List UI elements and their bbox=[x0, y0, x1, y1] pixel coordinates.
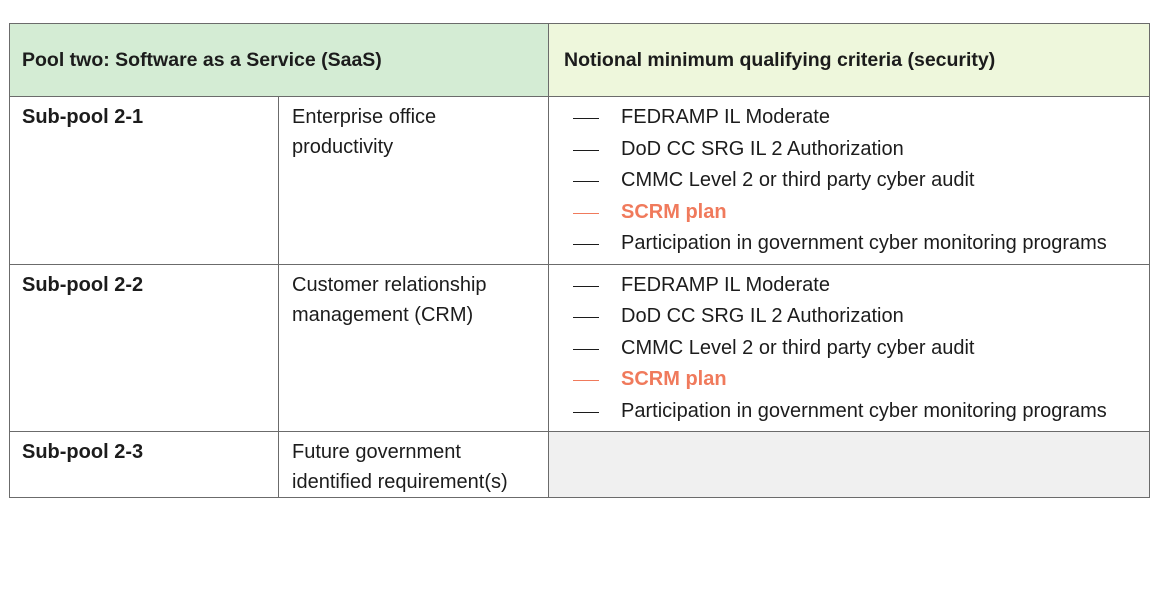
criteria-text: CMMC Level 2 or third party cyber audit bbox=[621, 169, 975, 191]
sub-pool-description: Customer relationship management (CRM) bbox=[277, 263, 550, 432]
criteria-text: Participation in government cyber monito… bbox=[621, 232, 1107, 254]
pool-title-header: Pool two: Software as a Service (SaaS) bbox=[8, 23, 550, 97]
criteria-list: FEDRAMP IL Moderate DoD CC SRG IL 2 Auth… bbox=[561, 270, 1139, 428]
criteria-item: FEDRAMP IL Moderate bbox=[561, 270, 1139, 302]
criteria-item: FEDRAMP IL Moderate bbox=[561, 102, 1139, 134]
criteria-table: Pool two: Software as a Service (SaaS) N… bbox=[8, 23, 1151, 498]
table-row: Sub-pool 2-1 Enterprise office productiv… bbox=[9, 96, 1151, 265]
criteria-item: DoD CC SRG IL 2 Authorization bbox=[561, 301, 1139, 333]
criteria-item-highlighted: SCRM plan bbox=[561, 197, 1139, 229]
sub-pool-description: Enterprise office productivity bbox=[277, 96, 550, 265]
dash-bullet bbox=[573, 348, 600, 350]
sub-pool-name: Sub-pool 2-1 bbox=[9, 96, 279, 265]
dash-bullet bbox=[573, 380, 600, 381]
criteria-item: Participation in government cyber monito… bbox=[561, 228, 1139, 260]
criteria-item: CMMC Level 2 or third party cyber audit bbox=[561, 333, 1139, 365]
dash-bullet bbox=[573, 411, 600, 413]
criteria-title-header: Notional minimum qualifying criteria (se… bbox=[548, 23, 1151, 97]
dash-bullet bbox=[573, 149, 600, 151]
criteria-cell: FEDRAMP IL Moderate DoD CC SRG IL 2 Auth… bbox=[548, 96, 1151, 265]
criteria-text: DoD CC SRG IL 2 Authorization bbox=[621, 305, 904, 327]
criteria-item: CMMC Level 2 or third party cyber audit bbox=[561, 165, 1139, 197]
dash-bullet bbox=[573, 212, 600, 214]
criteria-item: Participation in government cyber monito… bbox=[561, 396, 1139, 428]
criteria-list: FEDRAMP IL Moderate DoD CC SRG IL 2 Auth… bbox=[561, 102, 1139, 260]
criteria-text: CMMC Level 2 or third party cyber audit bbox=[621, 336, 975, 359]
criteria-text: FEDRAMP IL Moderate bbox=[621, 106, 830, 128]
dash-bullet bbox=[573, 118, 600, 119]
header-row: Pool two: Software as a Service (SaaS) N… bbox=[8, 23, 1151, 97]
criteria-text: SCRM plan bbox=[621, 200, 727, 223]
criteria-cell-empty bbox=[548, 431, 1151, 498]
table-row: Sub-pool 2-2 Customer relationship manag… bbox=[9, 263, 1151, 432]
dash-bullet bbox=[573, 317, 600, 318]
criteria-text: FEDRAMP IL Moderate bbox=[621, 273, 830, 296]
dash-bullet bbox=[573, 181, 600, 182]
sub-pool-name: Sub-pool 2-3 bbox=[9, 431, 279, 498]
table-row: Sub-pool 2-3 Future government identifie… bbox=[9, 431, 1151, 498]
dash-bullet bbox=[573, 285, 600, 287]
criteria-item-highlighted: SCRM plan bbox=[561, 364, 1139, 396]
criteria-item: DoD CC SRG IL 2 Authorization bbox=[561, 134, 1139, 166]
criteria-text: Participation in government cyber monito… bbox=[621, 399, 1107, 422]
criteria-text: SCRM plan bbox=[621, 368, 727, 390]
criteria-cell: FEDRAMP IL Moderate DoD CC SRG IL 2 Auth… bbox=[548, 263, 1151, 432]
sub-pool-description: Future government identified requirement… bbox=[277, 431, 550, 498]
sub-pool-name: Sub-pool 2-2 bbox=[9, 263, 279, 432]
dash-bullet bbox=[573, 244, 600, 245]
criteria-text: DoD CC SRG IL 2 Authorization bbox=[621, 137, 904, 160]
